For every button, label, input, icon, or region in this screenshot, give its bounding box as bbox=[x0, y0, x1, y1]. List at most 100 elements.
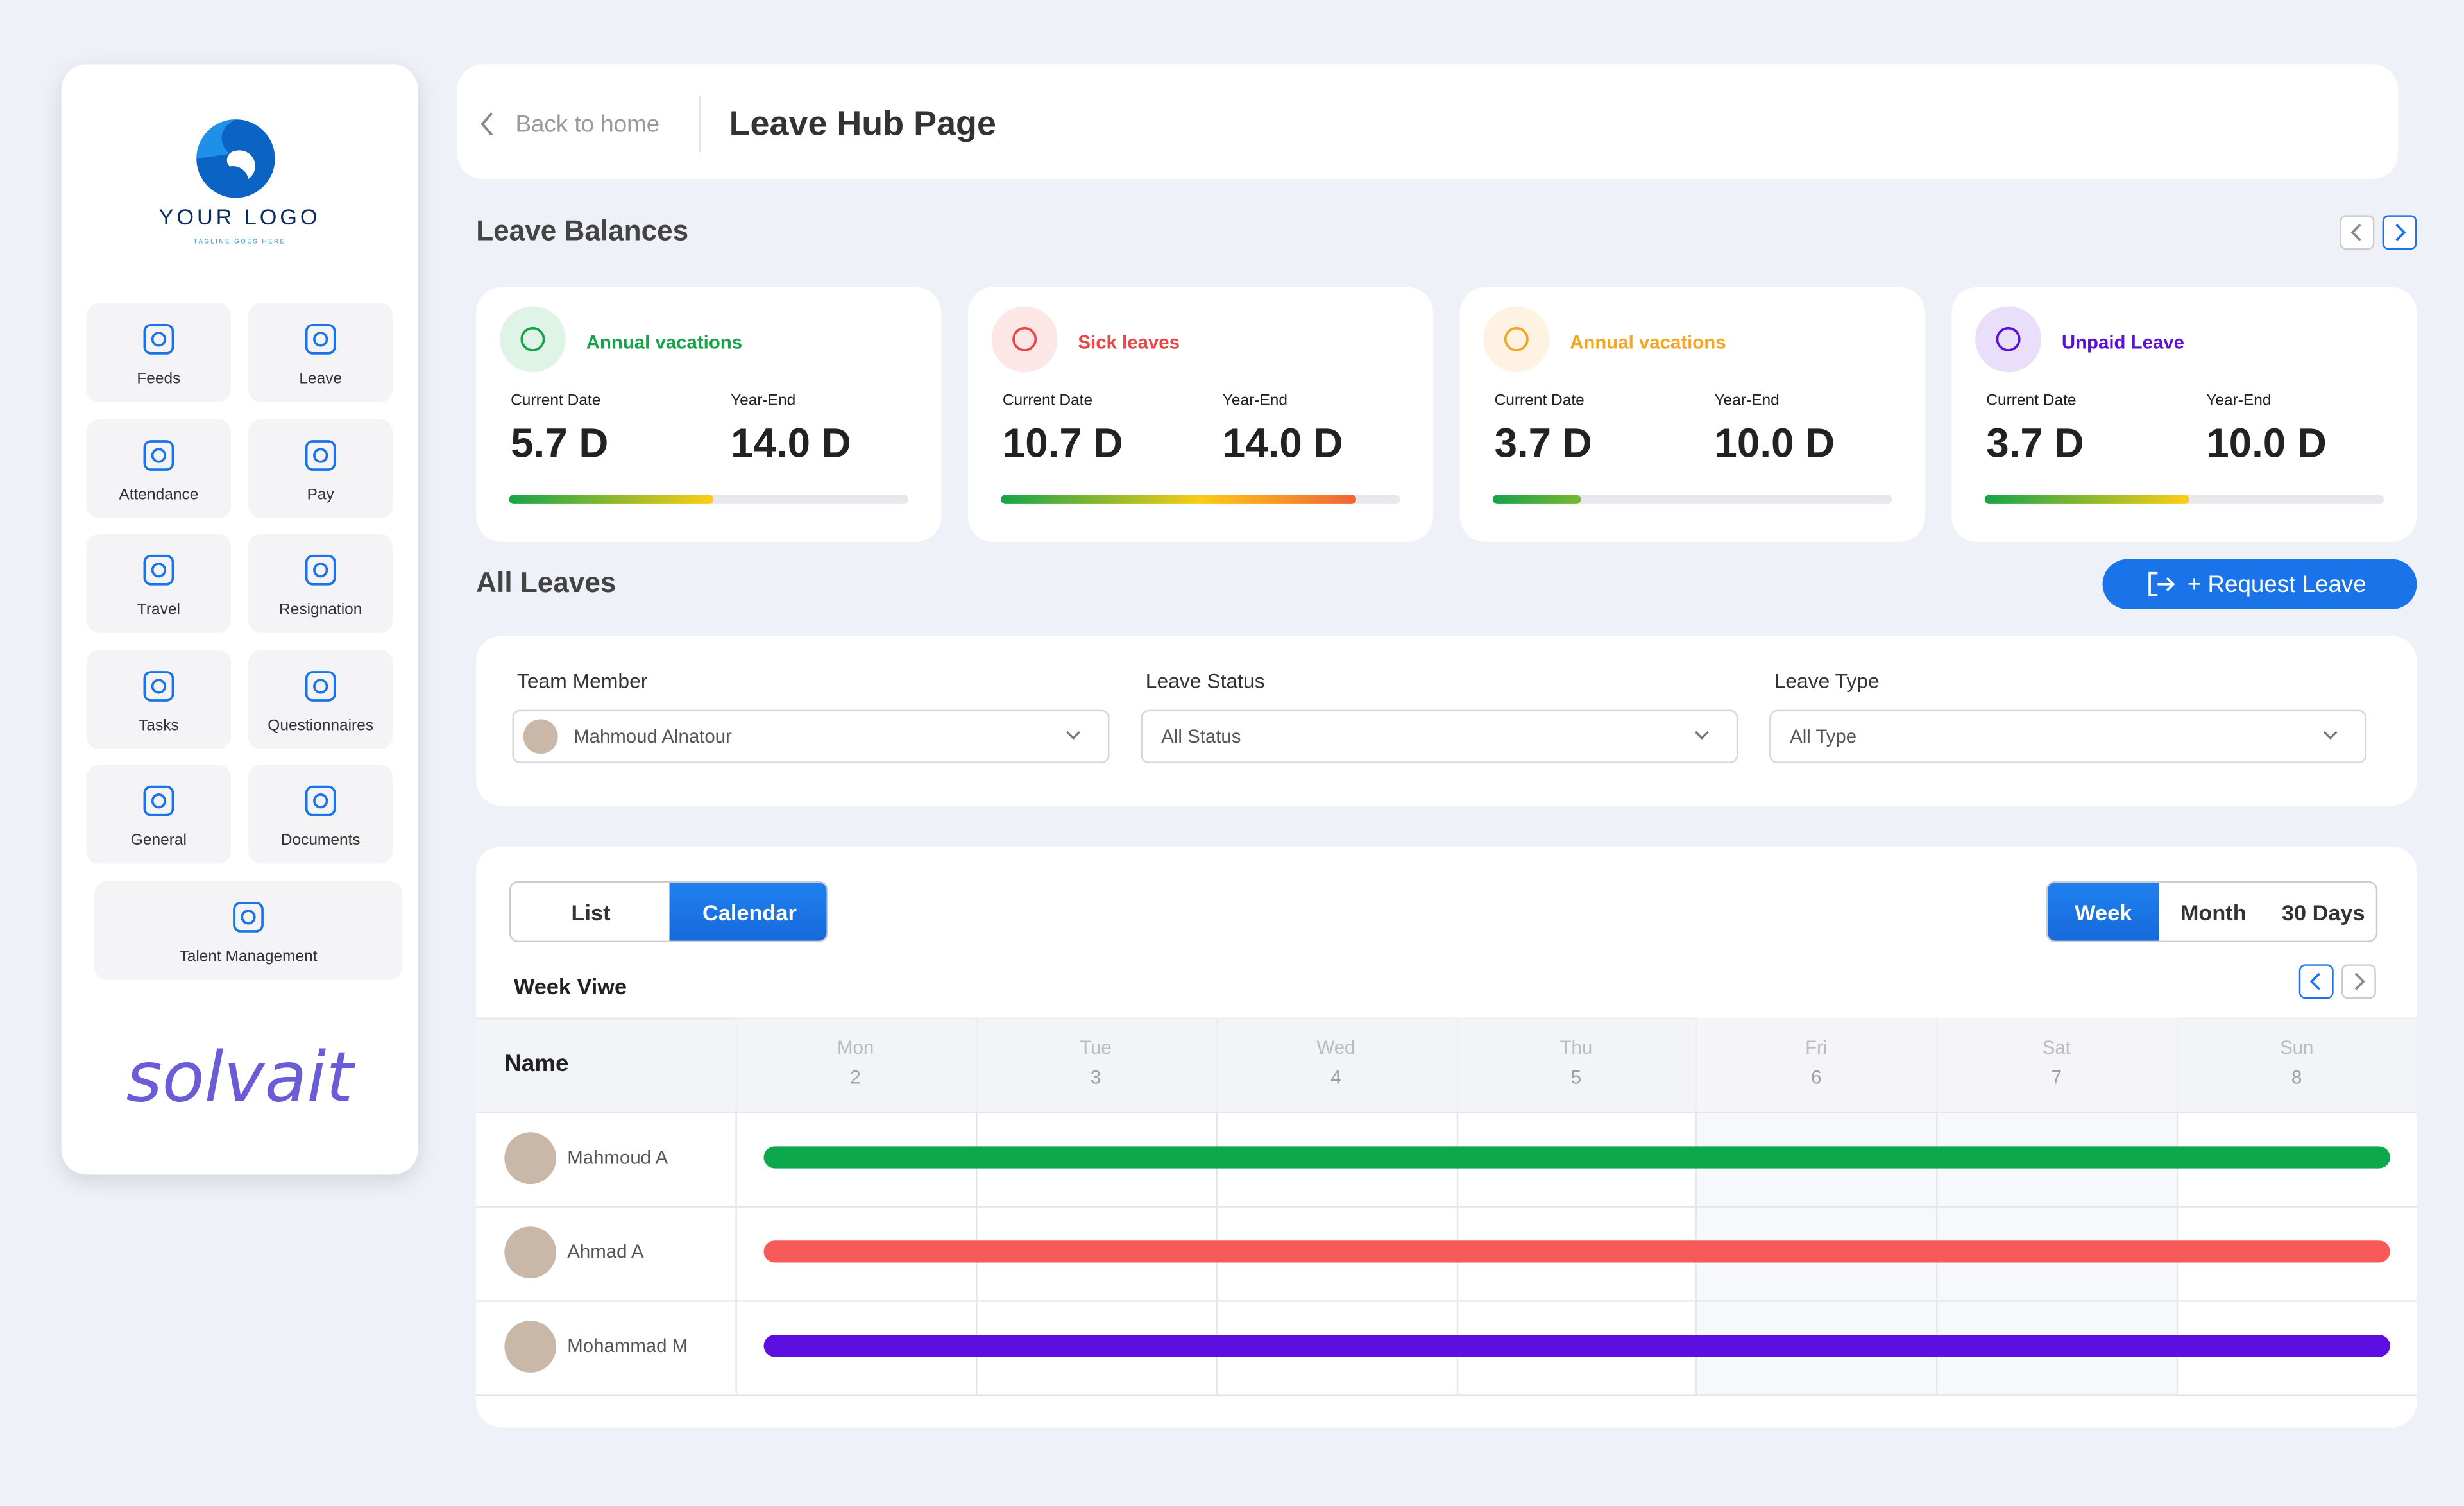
nav-label: Travel bbox=[137, 601, 180, 619]
subtitle: Week Viwe bbox=[514, 974, 627, 999]
end-label: Year-End bbox=[1714, 393, 1780, 410]
nav-tile[interactable]: Feeds bbox=[86, 303, 232, 402]
card-icon bbox=[1975, 306, 2042, 373]
request-button[interactable]: + Request Leave bbox=[2102, 559, 2417, 609]
view-option[interactable]: List bbox=[571, 899, 611, 926]
icon bbox=[302, 436, 339, 473]
name-header: Name bbox=[504, 1050, 569, 1078]
filter-label: Leave Type bbox=[1774, 669, 1880, 693]
row-line bbox=[476, 1112, 2417, 1113]
row-line bbox=[476, 1394, 2417, 1396]
icon bbox=[302, 666, 339, 704]
request-label: + Request Leave bbox=[2187, 571, 2366, 598]
nav-tile[interactable]: General bbox=[86, 765, 232, 864]
brand: solvait bbox=[126, 1038, 353, 1119]
divider bbox=[699, 96, 701, 153]
chevron bbox=[2321, 724, 2340, 746]
current-label: Current Date bbox=[1002, 393, 1093, 410]
progress-track bbox=[509, 495, 908, 504]
nav-tile[interactable]: Resignation bbox=[248, 534, 393, 633]
current-label: Current Date bbox=[1494, 393, 1585, 410]
current-value: 10.7 D bbox=[1002, 419, 1123, 467]
balance-card: Unpaid Leave Current Date 3.7 D Year-End 10.… bbox=[1951, 287, 2417, 542]
view-toggle: List Calendar bbox=[509, 881, 828, 943]
leave-bar[interactable] bbox=[763, 1240, 2390, 1263]
current-value: 3.7 D bbox=[1494, 419, 1592, 467]
nav-tile[interactable]: Tasks bbox=[86, 649, 232, 749]
leave-bar[interactable] bbox=[763, 1146, 2390, 1169]
sidebar: YOUR LOGO TAGLINE GOES HERE solvait Feed… bbox=[61, 64, 418, 1175]
nav-label: Questionnaires bbox=[268, 716, 374, 734]
filter-value: All Status bbox=[1161, 725, 1241, 748]
filter-select[interactable]: Mahmoud Alnatour bbox=[512, 709, 1110, 763]
filter-value: Mahmoud Alnatour bbox=[574, 725, 732, 748]
card-name: Sick leaves bbox=[1078, 331, 1180, 353]
back-icon[interactable] bbox=[479, 112, 495, 137]
end-value: 10.0 D bbox=[2206, 419, 2327, 467]
section-title: All Leaves bbox=[476, 566, 616, 598]
avatar bbox=[504, 1132, 557, 1185]
section-title: Leave Balances bbox=[476, 215, 689, 247]
header: Back to home Leave Hub Page bbox=[457, 64, 2399, 180]
range-option[interactable]: Week bbox=[2047, 883, 2159, 941]
view-option[interactable]: Calendar bbox=[669, 883, 827, 941]
current-value: 5.7 D bbox=[511, 419, 609, 467]
chevron bbox=[1692, 724, 1711, 746]
page-title: Leave Hub Page bbox=[729, 103, 996, 143]
end-value: 14.0 D bbox=[1222, 419, 1343, 467]
back-link[interactable]: Back to home bbox=[515, 111, 660, 139]
nav-label: Feeds bbox=[137, 370, 181, 388]
end-value: 14.0 D bbox=[731, 419, 851, 467]
calendar-panel: List Calendar Week Month 30 Days Week Viwe Nam… bbox=[476, 846, 2417, 1428]
card-name: Annual vacations bbox=[1570, 331, 1726, 353]
nav-tile[interactable]: Questionnaires bbox=[248, 649, 393, 749]
card-icon bbox=[499, 306, 566, 373]
nav-label: Talent Management bbox=[179, 947, 318, 965]
current-label: Current Date bbox=[511, 393, 601, 410]
logo-tagline: TAGLINE GOES HERE bbox=[193, 237, 286, 245]
card-icon bbox=[991, 306, 1058, 373]
range-option[interactable]: 30 Days bbox=[2281, 899, 2365, 926]
next-week[interactable] bbox=[2341, 964, 2376, 999]
nav-label: Documents bbox=[280, 832, 361, 850]
range-option[interactable]: Month bbox=[2180, 899, 2247, 926]
icon bbox=[140, 782, 178, 820]
filter-panel: Team Member Mahmoud Alnatour Leave Status A… bbox=[476, 636, 2417, 806]
card-name: Annual vacations bbox=[586, 331, 743, 353]
leave-bar[interactable] bbox=[763, 1335, 2390, 1357]
end-label: Year-End bbox=[2206, 393, 2272, 410]
end-label: Year-End bbox=[1222, 393, 1288, 410]
nav-label: Pay bbox=[307, 486, 334, 503]
progress-track bbox=[1001, 495, 1400, 504]
nav-tile[interactable]: Travel bbox=[86, 534, 232, 633]
card-name: Unpaid Leave bbox=[2061, 331, 2185, 353]
progress-track bbox=[1984, 495, 2384, 504]
nav-label: General bbox=[130, 832, 187, 850]
nav-tile[interactable]: Documents bbox=[248, 765, 393, 864]
next-button[interactable] bbox=[2382, 215, 2417, 250]
nav-tile[interactable]: Leave bbox=[248, 303, 393, 402]
filter-select[interactable]: All Type bbox=[1769, 709, 2367, 763]
end-label: Year-End bbox=[731, 393, 796, 410]
prev-week[interactable] bbox=[2298, 964, 2334, 999]
balance-card: Annual vacations Current Date 3.7 D Year-En… bbox=[1459, 287, 1925, 542]
icon bbox=[140, 666, 178, 704]
nav-tile[interactable]: Attendance bbox=[86, 418, 232, 518]
prev-button[interactable] bbox=[2340, 215, 2375, 250]
progress-track bbox=[1493, 495, 1892, 504]
filter-value: All Type bbox=[1790, 725, 1857, 748]
icon bbox=[302, 551, 339, 589]
balance-card: Sick leaves Current Date 10.7 D Year-End 14.… bbox=[967, 287, 1434, 542]
nav-label: Leave bbox=[299, 370, 343, 388]
member-name: Mahmoud A bbox=[567, 1146, 668, 1169]
nav-tile[interactable]: Talent Management bbox=[94, 880, 403, 979]
nav-label: Tasks bbox=[139, 716, 179, 734]
avatar bbox=[504, 1226, 557, 1278]
row-line bbox=[476, 1206, 2417, 1208]
nav-tile[interactable]: Pay bbox=[248, 418, 393, 518]
chevron bbox=[1064, 724, 1082, 746]
end-value: 10.0 D bbox=[1714, 419, 1835, 467]
filter-select[interactable]: All Status bbox=[1141, 709, 1738, 763]
icon bbox=[140, 551, 178, 589]
